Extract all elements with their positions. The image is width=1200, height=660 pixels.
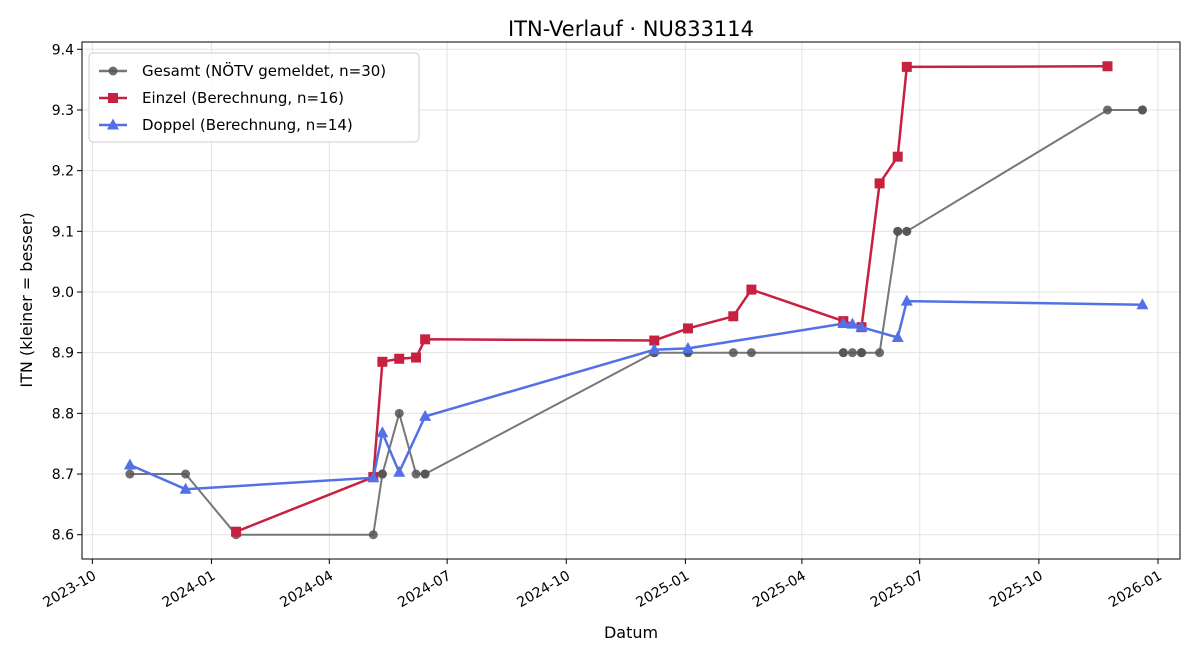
data-point <box>419 409 432 421</box>
data-point <box>1136 298 1149 310</box>
x-tick-label: 2024-07 <box>395 568 454 611</box>
data-point <box>856 348 866 358</box>
data-point <box>901 61 912 72</box>
legend-marker <box>107 118 119 130</box>
legend-label: Einzel (Berechnung, n=16) <box>142 89 344 107</box>
data-point <box>847 348 857 358</box>
data-point <box>837 317 850 329</box>
x-tick-label: 2024-04 <box>277 568 336 611</box>
y-tick-label: 8.7 <box>52 467 74 483</box>
data-point <box>838 348 848 358</box>
data-point <box>682 323 693 334</box>
data-point <box>367 471 380 483</box>
data-point <box>377 356 388 367</box>
y-axis-title: ITN (kleiner = besser) <box>17 212 36 387</box>
y-tick-label: 8.8 <box>52 406 74 422</box>
data-point <box>902 226 912 236</box>
y-tick-label: 9.0 <box>52 285 74 301</box>
data-point <box>746 284 757 295</box>
series-layer <box>123 61 1149 540</box>
series-line <box>129 299 1143 491</box>
legend-item[interactable]: Gesamt (NÖTV gemeldet, n=30) <box>99 61 386 80</box>
x-tick-label: 2025-04 <box>750 568 809 611</box>
y-tick-label: 9.2 <box>52 164 74 180</box>
data-point <box>377 469 387 479</box>
x-tick-label: 2026-01 <box>1106 568 1165 611</box>
data-point <box>728 348 738 358</box>
x-tick-label: 2025-10 <box>987 568 1046 611</box>
data-point <box>875 348 885 358</box>
series-line <box>129 109 1143 536</box>
data-point <box>411 352 422 363</box>
x-axis-title: Datum <box>604 623 658 642</box>
data-point <box>123 458 136 470</box>
data-point <box>394 353 405 364</box>
data-point <box>1137 105 1147 115</box>
data-point <box>1102 105 1112 115</box>
legend-item[interactable]: Einzel (Berechnung, n=16) <box>99 89 344 107</box>
x-tick-label: 2023-10 <box>40 568 99 611</box>
data-point <box>1102 61 1113 72</box>
data-point <box>376 426 389 438</box>
data-point <box>728 311 739 322</box>
x-tick-label: 2025-01 <box>634 568 693 611</box>
x-tick-label: 2024-01 <box>160 568 219 611</box>
legend-label: Gesamt (NÖTV gemeldet, n=30) <box>142 61 386 80</box>
legend[interactable]: Gesamt (NÖTV gemeldet, n=30) Einzel (Bere… <box>88 52 420 143</box>
data-point <box>420 334 431 345</box>
y-tick-label: 9.4 <box>52 42 74 58</box>
data-point <box>394 408 404 418</box>
y-tick-label: 9.1 <box>52 224 74 240</box>
data-point <box>746 348 756 358</box>
data-point <box>846 317 859 329</box>
plot-frame <box>81 41 1181 560</box>
data-point <box>179 482 192 494</box>
data-point <box>393 465 406 477</box>
data-point <box>125 469 135 479</box>
data-point <box>891 331 904 343</box>
data-point <box>649 335 660 346</box>
series-line <box>235 65 1108 533</box>
data-point <box>420 469 430 479</box>
legend-item[interactable]: Doppel (Berechnung, n=14) <box>99 116 353 134</box>
legend-marker <box>108 66 118 76</box>
chart-title: ITN-Verlauf · NU833114 <box>508 17 754 41</box>
series-triangle <box>123 294 1149 494</box>
data-point <box>874 178 885 189</box>
x-tick-label: 2024-10 <box>514 568 573 611</box>
legend-label: Doppel (Berechnung, n=14) <box>142 116 353 134</box>
data-point <box>681 341 694 353</box>
data-point <box>893 226 903 236</box>
data-point <box>411 469 421 479</box>
y-tick-label: 8.9 <box>52 346 74 362</box>
data-point <box>181 469 191 479</box>
legend-marker <box>108 93 118 103</box>
y-tick-label: 8.6 <box>52 528 74 544</box>
data-point <box>648 343 661 355</box>
data-point <box>368 530 378 540</box>
data-point <box>900 294 913 306</box>
x-tick-label: 2025-07 <box>868 568 927 611</box>
data-point <box>892 151 903 162</box>
y-tick-label: 9.3 <box>52 103 74 119</box>
data-point <box>855 320 868 332</box>
data-point <box>231 526 242 537</box>
legend-box <box>88 52 420 143</box>
